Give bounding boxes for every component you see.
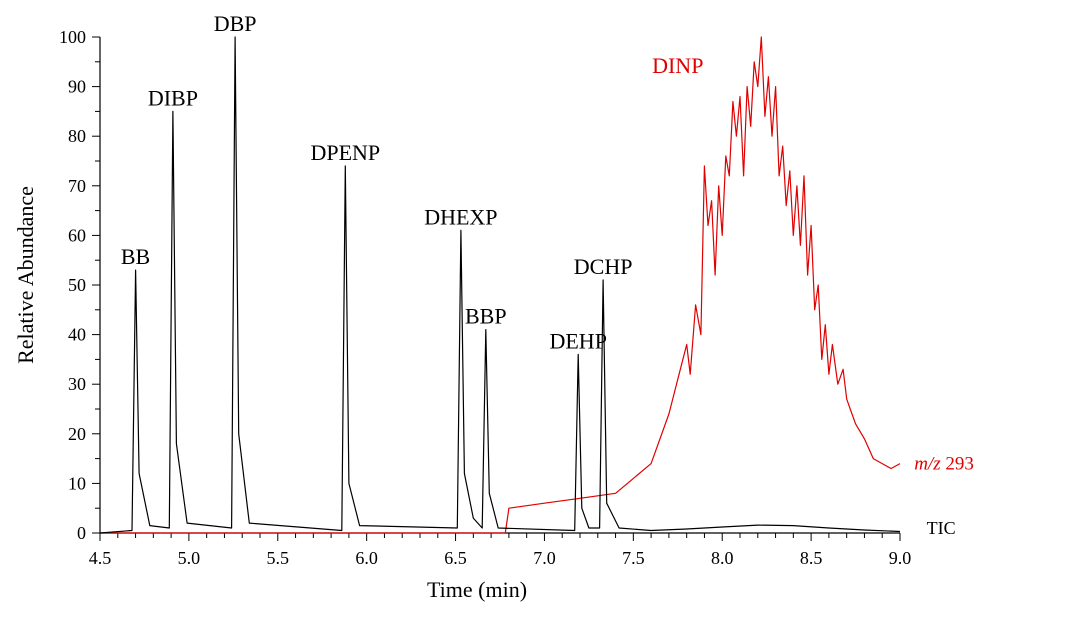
x-tick-label: 7.0 bbox=[533, 548, 556, 568]
peak-label: BBP bbox=[465, 304, 507, 329]
peak-label: DEHP bbox=[549, 328, 606, 353]
y-tick-label: 70 bbox=[68, 176, 86, 196]
x-tick-label: 6.5 bbox=[444, 548, 467, 568]
y-tick-label: 100 bbox=[59, 27, 86, 47]
peak-label: DIBP bbox=[148, 85, 198, 110]
x-axis-label: Time (min) bbox=[427, 577, 527, 602]
x-tick-label: 4.5 bbox=[89, 548, 112, 568]
annotation-suffix: 293 bbox=[941, 454, 974, 475]
peak-labels: BB DIBP DBP DPENP DHEXP BBP DEHP DCHP DINP m/z 29… bbox=[121, 11, 974, 538]
y-tick-label: 0 bbox=[77, 523, 86, 543]
x-tick-label: 6.0 bbox=[355, 548, 378, 568]
y-tick-label: 90 bbox=[68, 77, 86, 97]
annotation-italic: m/z bbox=[914, 454, 941, 475]
y-axis-label: Relative Abundance bbox=[13, 186, 38, 364]
y-tick-label: 10 bbox=[68, 473, 86, 493]
x-tick-label: 8.0 bbox=[711, 548, 734, 568]
x-tick-label: 5.5 bbox=[267, 548, 290, 568]
peak-label: BB bbox=[121, 244, 150, 269]
x-tick-label: 9.0 bbox=[889, 548, 912, 568]
y-tick-label: 60 bbox=[68, 225, 86, 245]
y-tick-label: 20 bbox=[68, 424, 86, 444]
series-layer bbox=[99, 36, 901, 534]
peak-label: DBP bbox=[214, 11, 257, 36]
axes: 4.5 5.0 5.5 6.0 6.5 7.0 7.5 8.0 8.5 9.0 0 10 20 30 40 5… bbox=[59, 27, 911, 568]
series-annotation: m/z 293 bbox=[914, 454, 974, 475]
x-tick-label: 5.0 bbox=[178, 548, 201, 568]
y-tick-label: 40 bbox=[68, 325, 86, 345]
peak-label: DCHP bbox=[574, 254, 633, 279]
peak-label: DHEXP bbox=[424, 204, 497, 229]
series-line-m-z-293 bbox=[100, 36, 901, 534]
y-tick-label: 50 bbox=[68, 275, 86, 295]
y-tick-label: 80 bbox=[68, 126, 86, 146]
y-tick-label: 30 bbox=[68, 374, 86, 394]
series-line-tic bbox=[99, 36, 901, 534]
series-annotation: DINP bbox=[652, 53, 703, 78]
x-tick-label: 8.5 bbox=[800, 548, 823, 568]
x-tick-label: 7.5 bbox=[622, 548, 645, 568]
series-annotation: TIC bbox=[927, 518, 956, 538]
peak-label: DPENP bbox=[310, 140, 380, 165]
